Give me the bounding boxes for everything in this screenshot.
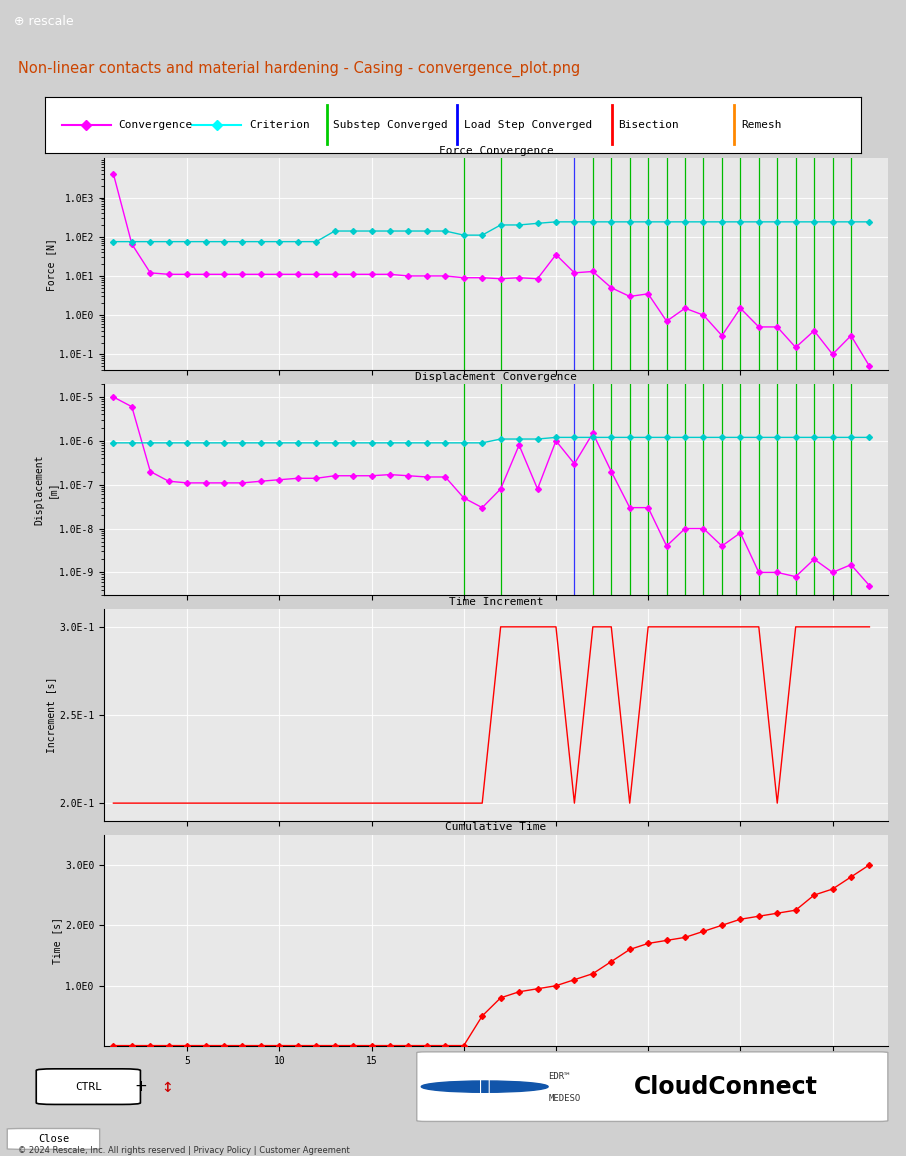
FancyBboxPatch shape <box>417 1052 888 1121</box>
Title: Cumulative Time: Cumulative Time <box>446 822 546 832</box>
Text: ⓔ: ⓔ <box>479 1077 490 1096</box>
Text: +: + <box>134 1080 147 1094</box>
Y-axis label: Force [N]: Force [N] <box>46 238 56 290</box>
Text: CTRL: CTRL <box>75 1082 101 1091</box>
Text: MEDESO: MEDESO <box>548 1095 581 1103</box>
Text: CloudConnect: CloudConnect <box>634 1075 818 1098</box>
Y-axis label: Increment [s]: Increment [s] <box>46 676 56 754</box>
Text: Bisection: Bisection <box>619 120 680 129</box>
FancyBboxPatch shape <box>7 1128 100 1149</box>
Text: Non-linear contacts and material hardening - Casing - convergence_plot.png: Non-linear contacts and material hardeni… <box>18 61 581 77</box>
Text: Close: Close <box>38 1134 69 1143</box>
X-axis label: Cumulative Iteration: Cumulative Iteration <box>429 1072 564 1082</box>
Text: © 2024 Rescale, Inc. All rights reserved | Privacy Policy | Customer Agreement: © 2024 Rescale, Inc. All rights reserved… <box>18 1146 350 1155</box>
Title: Time Increment: Time Increment <box>448 596 544 607</box>
Title: Displacement Convergence: Displacement Convergence <box>415 371 577 381</box>
Text: ⊕ rescale: ⊕ rescale <box>14 15 73 29</box>
Text: Criterion: Criterion <box>249 120 310 129</box>
Title: Force Convergence: Force Convergence <box>439 146 554 156</box>
Circle shape <box>421 1081 548 1092</box>
Text: Substep Converged: Substep Converged <box>333 120 448 129</box>
Text: Load Step Converged: Load Step Converged <box>464 120 592 129</box>
Y-axis label: Displacement
[m]: Displacement [m] <box>34 454 56 525</box>
Text: ↕: ↕ <box>162 1077 173 1096</box>
Text: EDR™: EDR™ <box>548 1073 570 1081</box>
FancyBboxPatch shape <box>36 1069 140 1104</box>
Y-axis label: Time [s]: Time [s] <box>53 917 63 964</box>
Text: Remesh: Remesh <box>741 120 781 129</box>
Text: Convergence: Convergence <box>119 120 193 129</box>
